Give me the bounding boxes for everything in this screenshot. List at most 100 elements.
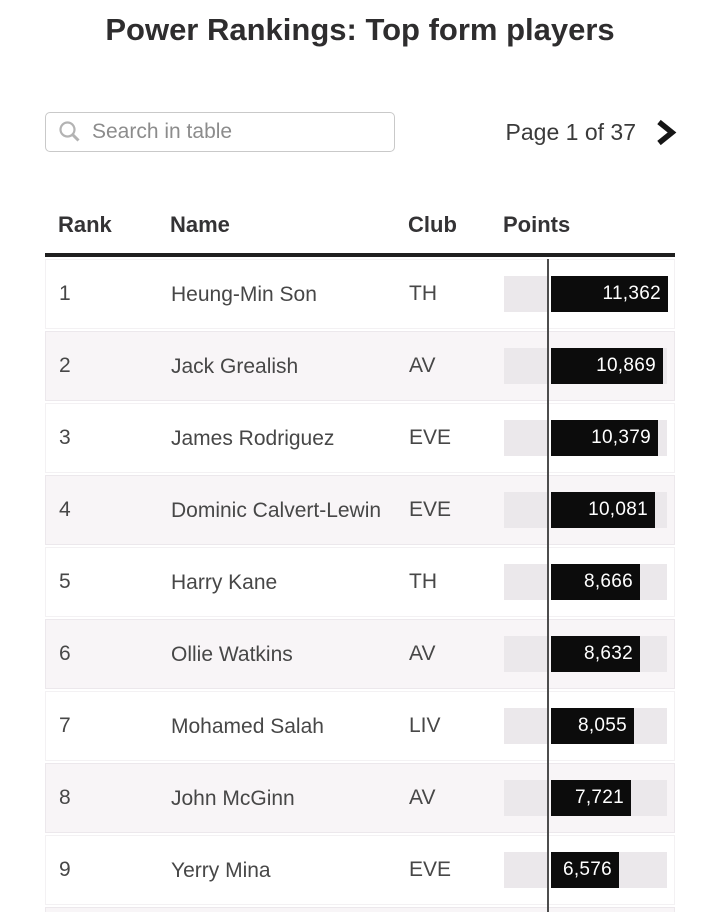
points-bar-track: 7,721 <box>504 780 667 816</box>
rank-cell: 7 <box>59 714 71 737</box>
club-cell: LIV <box>409 714 441 737</box>
club-cell: AV <box>409 642 436 665</box>
club-cell: EVE <box>409 498 452 521</box>
points-track-left-segment <box>504 708 549 744</box>
points-track-left-segment <box>504 564 549 600</box>
points-bar: 8,666 <box>551 564 640 600</box>
table-row: 1 Heung-Min Son TH 11,362 <box>45 259 675 329</box>
table-row: 7 Mohamed Salah LIV 8,055 <box>45 691 675 761</box>
points-axis-line <box>547 259 549 912</box>
rank-cell: 5 <box>59 570 71 593</box>
header-divider <box>45 253 675 257</box>
rank-cell: 2 <box>59 354 71 377</box>
search-input[interactable] <box>92 120 384 144</box>
points-value: 7,721 <box>574 787 624 808</box>
search-box[interactable] <box>45 112 395 152</box>
table-row: 2 Jack Grealish AV 10,869 <box>45 331 675 401</box>
points-value: 8,632 <box>583 643 633 664</box>
player-name-cell: Dominic Calvert-Lewin <box>171 498 382 522</box>
rank-cell: 3 <box>59 426 71 449</box>
points-bar: 10,081 <box>551 492 655 528</box>
points-value: 11,362 <box>602 283 661 304</box>
points-bar-track: 6,576 <box>504 852 667 888</box>
points-value: 6,576 <box>562 859 612 880</box>
page-indicator: Page 1 of 37 <box>505 118 636 145</box>
points-track-left-segment <box>504 636 549 672</box>
points-bar-track: 8,666 <box>504 564 667 600</box>
column-header-rank: Rank <box>58 212 112 237</box>
table-row: 6 Ollie Watkins AV 8,632 <box>45 619 675 689</box>
points-bar-track: 8,055 <box>504 708 667 744</box>
points-track-left-segment <box>504 780 549 816</box>
table-row: 10Jarrod BowenWH6,564 <box>45 907 675 912</box>
club-cell: TH <box>409 570 437 593</box>
rank-cell: 8 <box>59 786 71 809</box>
points-cell: 10,379 <box>504 420 674 456</box>
column-header-name: Name <box>170 212 230 237</box>
points-track-left-segment <box>504 492 549 528</box>
rank-cell: 9 <box>59 858 71 881</box>
player-name-cell: John McGinn <box>171 786 295 810</box>
player-name-cell: Mohamed Salah <box>171 714 324 738</box>
points-bar: 10,379 <box>551 420 658 456</box>
points-cell: 11,362 <box>504 276 674 312</box>
table-row: 8 John McGinn AV 7,721 <box>45 763 675 833</box>
points-bar-track: 10,081 <box>504 492 667 528</box>
points-bar-track: 10,869 <box>504 348 667 384</box>
page-title: Power Rankings: Top form players <box>105 12 615 47</box>
points-value: 10,081 <box>588 499 648 520</box>
table-controls: Page 1 of 37 <box>45 112 677 152</box>
points-track-left-segment <box>504 852 549 888</box>
rank-cell: 4 <box>59 498 71 521</box>
points-track-left-segment <box>504 348 549 384</box>
points-track-left-segment <box>504 420 549 456</box>
rank-cell: 6 <box>59 642 71 665</box>
table-header-row: Rank Name Club Points <box>45 212 675 238</box>
points-track-left-segment <box>504 276 549 312</box>
points-value: 10,379 <box>591 427 651 448</box>
chevron-right-icon <box>657 119 677 145</box>
pagination: Page 1 of 37 <box>506 119 677 146</box>
points-value: 8,055 <box>577 715 627 736</box>
player-name-cell: Heung-Min Son <box>171 282 317 306</box>
table-body: 1 Heung-Min Son TH 11,362 2 Jack Grealish AV 10… <box>45 259 675 912</box>
rank-cell: 1 <box>59 282 71 305</box>
points-bar: 7,721 <box>551 780 631 816</box>
points-bar-track: 8,632 <box>504 636 667 672</box>
player-name-cell: James Rodriguez <box>171 426 335 450</box>
points-value: 10,869 <box>596 355 656 376</box>
points-cell: 7,721 <box>504 780 674 816</box>
points-bar: 8,632 <box>551 636 640 672</box>
points-bar: 11,362 <box>551 276 668 312</box>
column-header-club: Club <box>408 212 457 237</box>
points-cell: 6,576 <box>504 852 674 888</box>
next-page-button[interactable] <box>655 119 677 146</box>
table-row: 4 Dominic Calvert-Lewin EVE 10,081 <box>45 475 675 545</box>
points-cell: 8,632 <box>504 636 674 672</box>
table-row: 9 Yerry Mina EVE 6,576 <box>45 835 675 905</box>
points-cell: 8,055 <box>504 708 674 744</box>
points-value: 8,666 <box>583 571 633 592</box>
player-name-cell: Yerry Mina <box>171 858 271 882</box>
player-name-cell: Ollie Watkins <box>171 642 293 666</box>
points-cell: 10,081 <box>504 492 674 528</box>
search-icon <box>59 121 80 142</box>
column-header-points: Points <box>503 212 571 237</box>
club-cell: AV <box>409 786 436 809</box>
club-cell: AV <box>409 354 436 377</box>
points-bar-track: 11,362 <box>504 276 668 312</box>
points-bar: 8,055 <box>551 708 634 744</box>
club-cell: EVE <box>409 426 452 449</box>
player-name-cell: Jack Grealish <box>171 354 299 378</box>
club-cell: TH <box>409 282 437 305</box>
points-bar: 6,576 <box>551 852 619 888</box>
table-row: 3 James Rodriguez EVE 10,379 <box>45 403 675 473</box>
points-bar: 10,869 <box>551 348 663 384</box>
points-cell: 8,666 <box>504 564 674 600</box>
player-name-cell: Harry Kane <box>171 570 278 594</box>
points-bar-track: 10,379 <box>504 420 667 456</box>
club-cell: EVE <box>409 858 452 881</box>
table-row: 5 Harry Kane TH 8,666 <box>45 547 675 617</box>
points-cell: 10,869 <box>504 348 674 384</box>
